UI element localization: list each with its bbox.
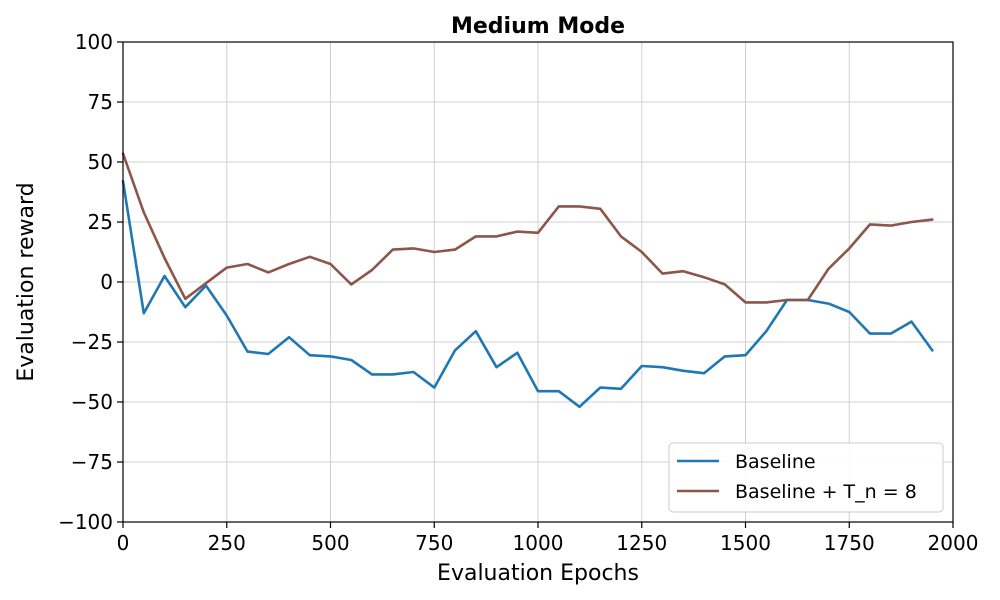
y-tick-label: −75 <box>71 450 113 474</box>
y-tick-label: −100 <box>58 510 113 534</box>
legend: Baseline Baseline + T_n = 8 <box>668 442 944 513</box>
y-tick-label: 25 <box>88 210 113 234</box>
y-axis-label: Evaluation reward <box>14 182 39 381</box>
legend-label-baseline-tn8: Baseline + T_n = 8 <box>735 481 917 503</box>
chart-title: Medium Mode <box>451 14 625 39</box>
x-tick-label: 1750 <box>824 531 875 555</box>
x-tick-label: 1500 <box>720 531 771 555</box>
series-lines <box>121 152 934 409</box>
x-tick-label: 0 <box>117 531 130 555</box>
x-axis-ticks: 0 250 500 750 1000 1250 1500 1750 2000 <box>117 522 979 555</box>
y-tick-label: 50 <box>88 150 113 174</box>
series-line-baseline-tn8 <box>121 152 934 304</box>
x-tick-label: 2000 <box>928 531 979 555</box>
y-tick-label: −50 <box>71 390 113 414</box>
x-tick-label: 250 <box>208 531 246 555</box>
y-axis-ticks: −100 −75 −50 −25 0 25 50 75 100 <box>58 30 123 534</box>
legend-box <box>668 442 944 513</box>
x-tick-label: 500 <box>311 531 349 555</box>
x-tick-label: 1000 <box>513 531 564 555</box>
x-tick-label: 1250 <box>616 531 667 555</box>
y-tick-label: 75 <box>88 90 113 114</box>
y-tick-label: 0 <box>100 270 113 294</box>
y-tick-label: 100 <box>75 30 113 54</box>
x-tick-label: 750 <box>415 531 453 555</box>
legend-label-baseline: Baseline <box>735 451 816 473</box>
x-axis-label: Evaluation Epochs <box>437 561 639 586</box>
y-tick-label: −25 <box>71 330 113 354</box>
